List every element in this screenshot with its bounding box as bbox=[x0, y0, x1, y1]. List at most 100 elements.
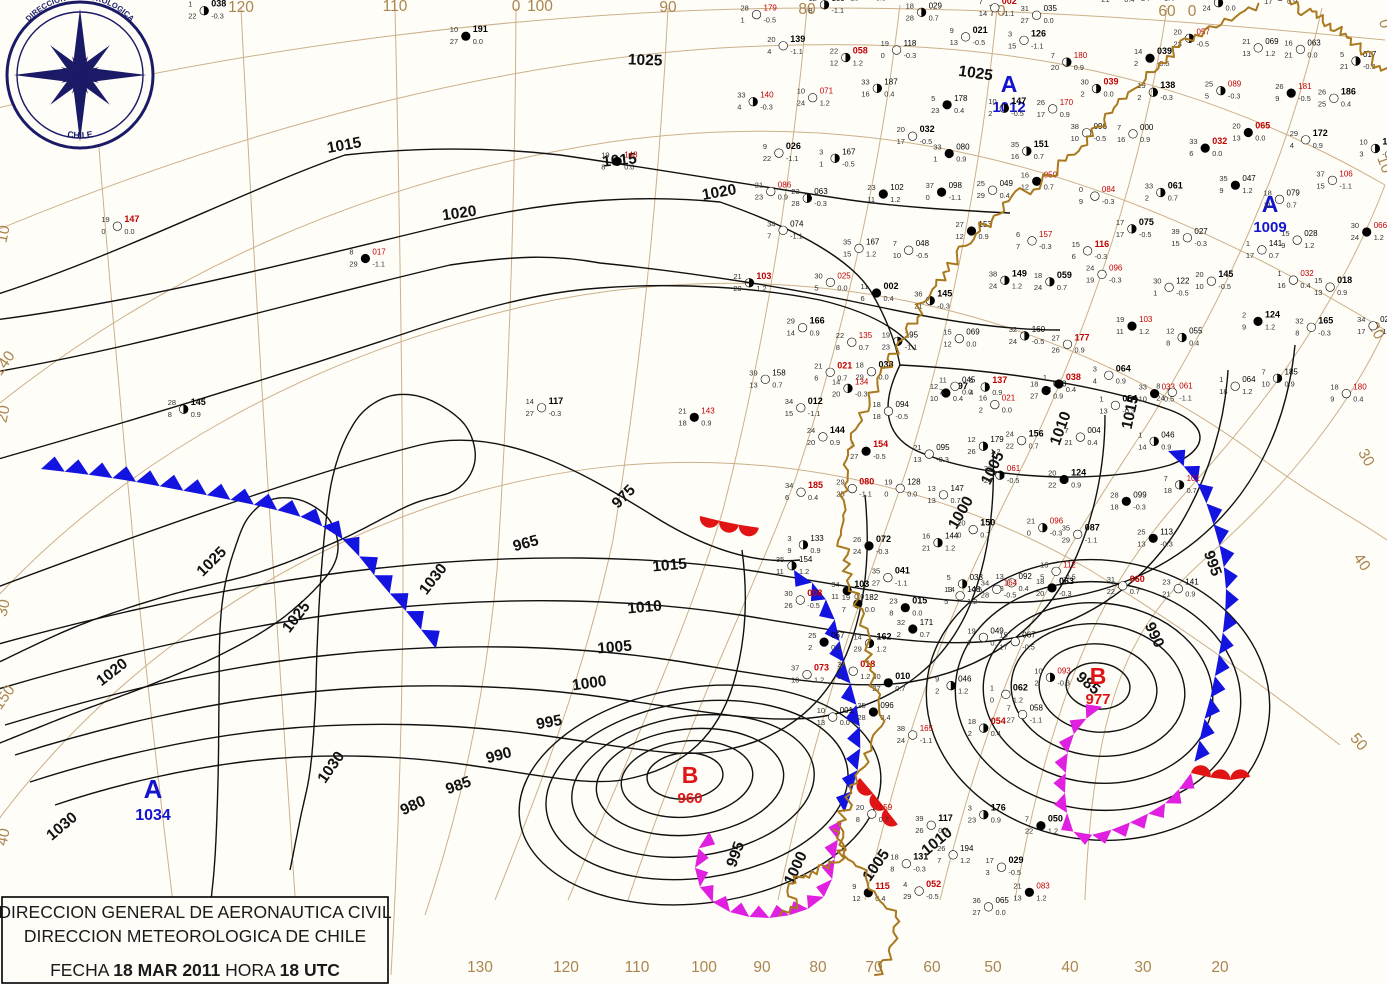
svg-text:072: 072 bbox=[876, 534, 891, 544]
svg-text:103: 103 bbox=[854, 579, 869, 589]
svg-text:0.9: 0.9 bbox=[1285, 379, 1295, 388]
svg-text:21: 21 bbox=[1064, 438, 1072, 447]
svg-text:13: 13 bbox=[913, 455, 921, 464]
svg-text:0.9: 0.9 bbox=[1060, 110, 1070, 119]
svg-text:0.7: 0.7 bbox=[920, 630, 930, 639]
svg-text:18: 18 bbox=[856, 361, 864, 370]
svg-text:31: 31 bbox=[1021, 4, 1029, 13]
svg-text:158: 158 bbox=[772, 368, 786, 377]
svg-text:1: 1 bbox=[1138, 430, 1142, 439]
svg-text:095: 095 bbox=[936, 443, 950, 452]
svg-text:960: 960 bbox=[677, 790, 702, 807]
svg-text:134: 134 bbox=[855, 377, 869, 386]
svg-text:0.9: 0.9 bbox=[1075, 345, 1085, 354]
svg-text:0.0: 0.0 bbox=[1002, 406, 1012, 415]
svg-text:24: 24 bbox=[797, 99, 805, 108]
svg-text:8: 8 bbox=[836, 343, 840, 352]
svg-text:004: 004 bbox=[1087, 426, 1101, 435]
svg-text:046: 046 bbox=[958, 675, 972, 684]
svg-text:064: 064 bbox=[1116, 363, 1131, 373]
svg-text:6: 6 bbox=[814, 373, 818, 382]
svg-text:-0.5: -0.5 bbox=[1350, 0, 1363, 2]
svg-text:28: 28 bbox=[906, 13, 914, 22]
svg-text:10: 10 bbox=[1195, 282, 1203, 291]
svg-text:12: 12 bbox=[809, 0, 817, 3]
svg-text:-0.5: -0.5 bbox=[1176, 288, 1189, 297]
svg-text:012: 012 bbox=[808, 396, 823, 406]
svg-text:28: 28 bbox=[850, 0, 858, 2]
svg-text:-0.3: -0.3 bbox=[211, 12, 224, 21]
svg-text:038: 038 bbox=[211, 0, 226, 9]
svg-text:16: 16 bbox=[1277, 281, 1285, 290]
svg-text:0.9: 0.9 bbox=[1313, 141, 1323, 150]
svg-text:20: 20 bbox=[1048, 469, 1056, 478]
svg-text:24: 24 bbox=[853, 547, 861, 556]
svg-text:145: 145 bbox=[1218, 269, 1233, 279]
svg-text:084: 084 bbox=[1102, 185, 1116, 194]
svg-text:21: 21 bbox=[1284, 50, 1292, 59]
svg-text:8: 8 bbox=[856, 815, 860, 824]
svg-text:5: 5 bbox=[1340, 50, 1344, 59]
svg-text:32: 32 bbox=[1009, 325, 1017, 334]
svg-text:073: 073 bbox=[814, 663, 829, 673]
svg-text:0.4: 0.4 bbox=[954, 106, 964, 115]
svg-text:3: 3 bbox=[1093, 364, 1097, 373]
svg-text:25: 25 bbox=[1318, 99, 1326, 108]
svg-text:19: 19 bbox=[842, 593, 850, 602]
svg-text:1.2: 1.2 bbox=[814, 676, 824, 685]
svg-text:30: 30 bbox=[814, 271, 822, 280]
svg-text:39: 39 bbox=[915, 814, 923, 823]
svg-text:0: 0 bbox=[837, 672, 841, 681]
svg-text:010: 010 bbox=[895, 671, 910, 681]
svg-text:069: 069 bbox=[1265, 37, 1279, 46]
svg-text:22: 22 bbox=[830, 47, 838, 56]
svg-text:0.9: 0.9 bbox=[810, 546, 820, 555]
svg-text:9: 9 bbox=[787, 546, 791, 555]
svg-text:0.0: 0.0 bbox=[1044, 16, 1054, 25]
svg-text:033: 033 bbox=[1053, 380, 1067, 389]
svg-text:0.0: 0.0 bbox=[907, 489, 917, 498]
svg-text:17: 17 bbox=[999, 643, 1007, 652]
svg-text:19: 19 bbox=[882, 330, 890, 339]
svg-text:0.0: 0.0 bbox=[1104, 90, 1114, 99]
svg-text:117: 117 bbox=[549, 396, 564, 406]
svg-text:147: 147 bbox=[124, 214, 139, 224]
svg-text:0: 0 bbox=[957, 531, 961, 540]
svg-text:22: 22 bbox=[1006, 442, 1014, 451]
svg-text:21: 21 bbox=[913, 443, 921, 452]
svg-text:102: 102 bbox=[890, 183, 904, 192]
svg-text:14: 14 bbox=[854, 632, 862, 641]
svg-text:16: 16 bbox=[1011, 152, 1019, 161]
svg-text:2: 2 bbox=[979, 406, 983, 415]
svg-text:074: 074 bbox=[790, 219, 804, 228]
svg-text:0.7: 0.7 bbox=[772, 380, 782, 389]
svg-text:186: 186 bbox=[1341, 86, 1356, 96]
svg-text:162: 162 bbox=[877, 631, 892, 641]
svg-text:15: 15 bbox=[1040, 560, 1048, 569]
svg-text:0.0: 0.0 bbox=[1226, 4, 1236, 13]
svg-text:15: 15 bbox=[1072, 240, 1080, 249]
svg-text:157: 157 bbox=[1039, 230, 1053, 239]
svg-text:017: 017 bbox=[372, 248, 386, 257]
svg-text:0.4: 0.4 bbox=[1164, 0, 1174, 3]
svg-text:12: 12 bbox=[852, 894, 860, 903]
svg-text:18: 18 bbox=[1330, 383, 1338, 392]
svg-text:8: 8 bbox=[349, 248, 353, 257]
svg-text:0: 0 bbox=[512, 0, 521, 15]
svg-text:0.4: 0.4 bbox=[808, 493, 818, 502]
svg-text:3: 3 bbox=[787, 534, 791, 543]
svg-text:26: 26 bbox=[1275, 82, 1283, 91]
svg-text:27: 27 bbox=[872, 579, 880, 588]
svg-text:1: 1 bbox=[1277, 269, 1281, 278]
svg-text:10: 10 bbox=[817, 706, 825, 715]
svg-text:27: 27 bbox=[956, 220, 964, 229]
svg-text:124: 124 bbox=[1071, 468, 1086, 478]
svg-text:-0.5: -0.5 bbox=[807, 601, 820, 610]
svg-text:109: 109 bbox=[832, 0, 846, 3]
svg-text:1.2: 1.2 bbox=[890, 195, 900, 204]
svg-text:60: 60 bbox=[1158, 3, 1176, 20]
svg-text:0.4: 0.4 bbox=[1341, 99, 1351, 108]
svg-text:021: 021 bbox=[837, 360, 852, 370]
svg-text:029: 029 bbox=[929, 1, 943, 10]
svg-text:179: 179 bbox=[990, 435, 1004, 444]
